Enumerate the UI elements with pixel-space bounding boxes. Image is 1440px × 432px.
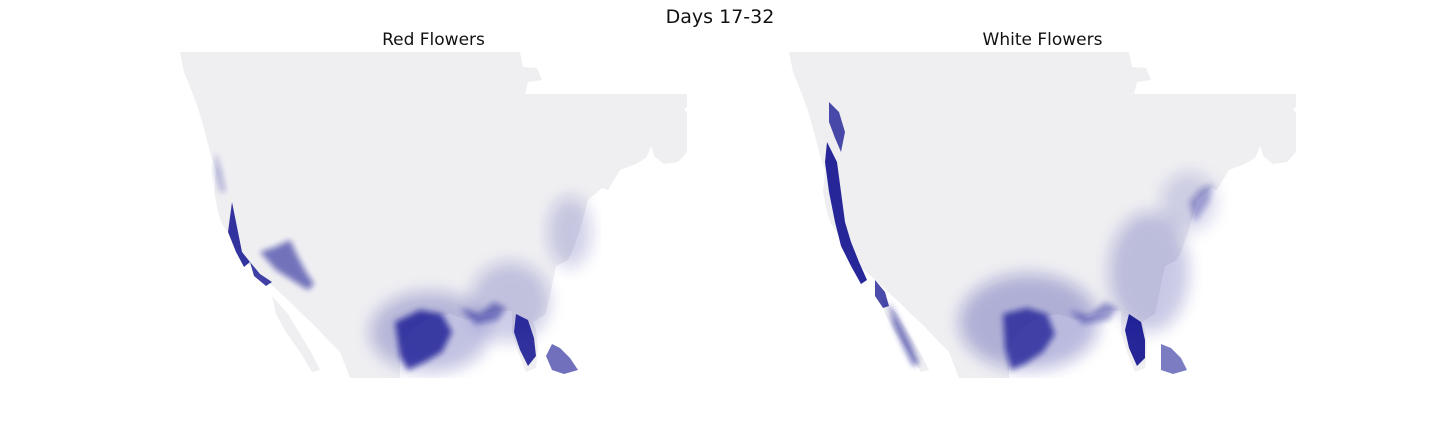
density-layer (825, 102, 1217, 374)
panel-title-red-flowers: Red Flowers (382, 30, 485, 50)
map-red-flowers (180, 52, 687, 378)
density-layer (214, 152, 592, 374)
panel-title-white-flowers: White Flowers (982, 30, 1103, 50)
land-mass (789, 52, 1296, 378)
arctic-island (1247, 96, 1296, 164)
land-mass (180, 52, 687, 378)
figure-title: Days 17-32 (665, 6, 775, 28)
baja-california (272, 296, 320, 372)
map-white-flowers (789, 52, 1296, 378)
arctic-island (638, 96, 687, 164)
